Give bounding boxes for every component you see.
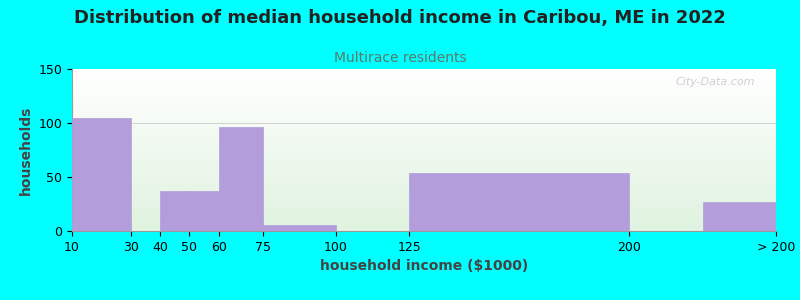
Bar xyxy=(262,224,336,231)
Text: Distribution of median household income in Caribou, ME in 2022: Distribution of median household income … xyxy=(74,9,726,27)
X-axis label: household income ($1000): household income ($1000) xyxy=(320,259,528,273)
Bar xyxy=(160,191,190,231)
Bar xyxy=(72,118,130,231)
Bar xyxy=(218,127,262,231)
Bar xyxy=(410,173,630,231)
Bar xyxy=(190,191,218,231)
Y-axis label: households: households xyxy=(19,105,33,195)
Text: Multirace residents: Multirace residents xyxy=(334,51,466,65)
Bar xyxy=(702,202,776,231)
Text: City-Data.com: City-Data.com xyxy=(675,77,755,87)
